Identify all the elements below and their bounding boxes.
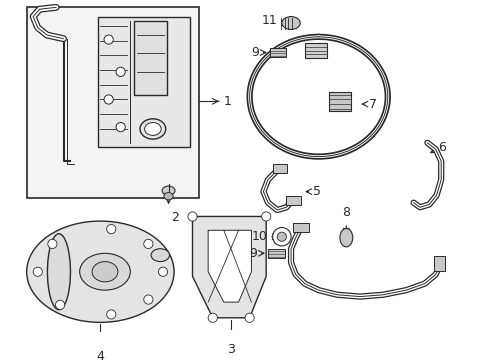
Text: 3: 3 (227, 343, 235, 356)
Ellipse shape (48, 234, 71, 310)
Ellipse shape (92, 262, 118, 282)
Circle shape (107, 310, 116, 319)
Bar (305, 43, 327, 58)
Bar (98, 17, 190, 147)
Circle shape (208, 313, 218, 323)
Circle shape (104, 35, 113, 44)
Bar (287, 196, 301, 206)
Bar (434, 256, 445, 271)
Ellipse shape (80, 253, 130, 290)
Ellipse shape (140, 119, 166, 139)
Circle shape (55, 300, 65, 310)
Circle shape (144, 295, 153, 304)
Text: 2: 2 (172, 211, 179, 224)
Ellipse shape (340, 229, 353, 247)
Text: 4: 4 (97, 350, 104, 360)
Bar (134, 21, 167, 95)
Ellipse shape (145, 122, 161, 135)
Ellipse shape (26, 221, 174, 323)
Circle shape (48, 239, 57, 248)
Text: 8: 8 (343, 206, 350, 219)
Ellipse shape (282, 17, 300, 30)
Circle shape (188, 212, 197, 221)
Text: 10: 10 (251, 230, 267, 243)
Bar (26, 7, 199, 198)
Circle shape (107, 225, 116, 234)
Circle shape (33, 267, 42, 276)
Text: 6: 6 (439, 141, 446, 154)
Text: 5: 5 (313, 185, 321, 198)
Circle shape (262, 212, 271, 221)
Text: 9: 9 (249, 247, 257, 260)
Circle shape (116, 122, 125, 132)
Circle shape (245, 313, 254, 323)
Ellipse shape (162, 186, 175, 195)
Circle shape (272, 228, 291, 246)
Circle shape (277, 232, 287, 241)
Bar (329, 92, 351, 111)
Circle shape (158, 267, 168, 276)
Bar (268, 249, 285, 258)
Ellipse shape (164, 193, 173, 200)
Bar (272, 164, 287, 173)
Text: 9: 9 (251, 46, 259, 59)
Text: 1: 1 (224, 95, 232, 108)
Circle shape (116, 67, 125, 76)
Bar (293, 223, 310, 232)
Text: 11: 11 (262, 14, 277, 27)
Text: 7: 7 (369, 98, 377, 111)
Ellipse shape (151, 249, 170, 262)
Polygon shape (208, 230, 251, 302)
Circle shape (144, 239, 153, 248)
Circle shape (104, 95, 113, 104)
Bar (270, 48, 287, 57)
Polygon shape (193, 216, 266, 318)
